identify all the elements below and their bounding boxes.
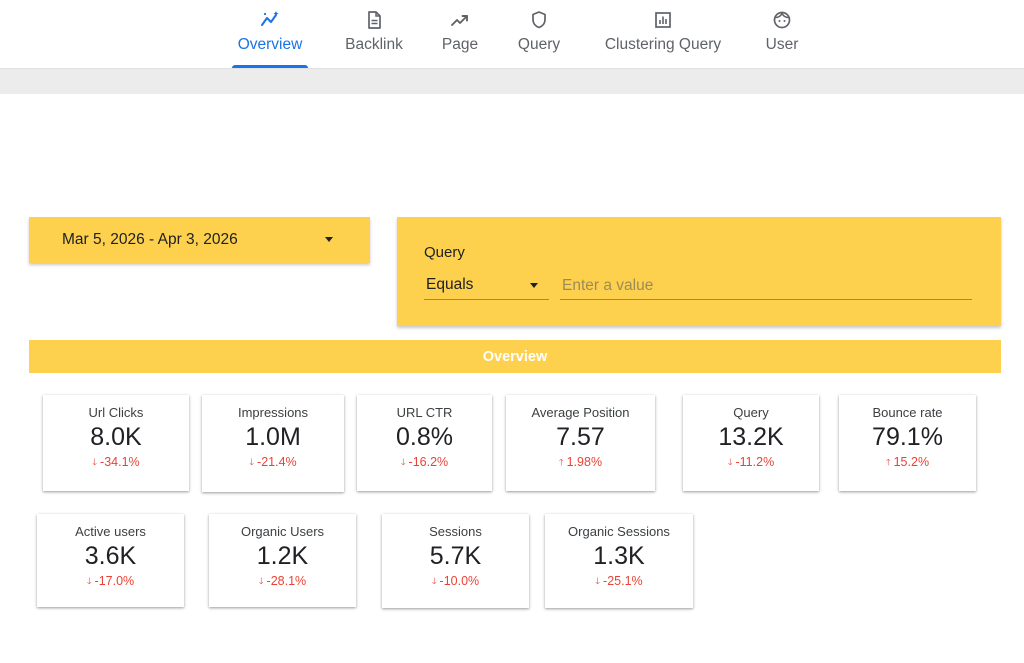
arrow-down-icon: 🡓: [92, 457, 98, 467]
top-nav: Overview Backlink Page Query Clustering …: [0, 0, 1024, 68]
shield-icon: [528, 9, 550, 31]
scorecard-label: Organic Sessions: [568, 524, 670, 539]
date-range-picker[interactable]: Mar 5, 2026 - Apr 3, 2026: [29, 217, 370, 263]
scorecard-organic-sessions: Organic Sessions 1.3K 🡓 -25.1%: [545, 514, 693, 608]
tab-label: Query: [517, 36, 561, 53]
scorecard-label: URL CTR: [396, 405, 453, 420]
scorecard-label: Organic Users: [240, 524, 325, 539]
scorecard-change: 🡓 -16.2%: [400, 455, 449, 469]
scorecard-organic-users: Organic Users 1.2K 🡓 -28.1%: [209, 514, 356, 607]
query-filter-control: Query Equals: [397, 217, 1001, 326]
scorecard-change: 🡓 -11.2%: [727, 455, 775, 469]
tab-label: Page: [441, 36, 479, 53]
chevron-down-icon[interactable]: [325, 237, 333, 242]
scorecard-value: 8.0K: [90, 423, 142, 451]
chevron-down-icon: [530, 283, 538, 288]
scorecard-value: 1.3K: [593, 542, 645, 570]
active-tab-indicator: [232, 65, 308, 68]
scorecard-value: 79.1%: [872, 423, 943, 451]
scorecard-bounce-rate: Bounce rate 79.1% 🡑 15.2%: [839, 395, 976, 491]
scorecard-query: Query 13.2K 🡓 -11.2%: [683, 395, 819, 491]
scorecard-change: 🡓 -34.1%: [92, 455, 140, 469]
tab-backlink[interactable]: Backlink: [340, 0, 408, 68]
scorecard-impressions: Impressions 1.0M 🡓 -21.4%: [202, 395, 344, 492]
scorecard-url-clicks: Url Clicks 8.0K 🡓 -34.1%: [43, 395, 189, 491]
scorecard-average-position: Average Position 7.57 🡑 1.98%: [506, 395, 655, 491]
tab-page[interactable]: Page: [438, 0, 482, 68]
scorecard-label: Average Position: [531, 405, 630, 420]
tab-label: User: [765, 36, 799, 53]
scorecard-label: Sessions: [429, 524, 482, 539]
section-title: Overview: [482, 348, 548, 365]
arrow-up-icon: 🡑: [885, 457, 891, 467]
scorecard-change: 🡓 -21.4%: [249, 455, 297, 469]
scorecard-value: 5.7K: [429, 542, 482, 570]
scorecard-value: 1.2K: [256, 542, 309, 570]
scorecard-change: 🡓 -28.1%: [258, 574, 307, 588]
scorecard-label: Impressions: [237, 405, 309, 420]
tab-clustering-query[interactable]: Clustering Query: [596, 0, 730, 68]
query-value-input[interactable]: [560, 273, 972, 300]
date-range-value: Mar 5, 2026 - Apr 3, 2026: [62, 231, 238, 248]
tab-label: Clustering Query: [604, 36, 722, 53]
scorecard-change: 🡑 1.98%: [558, 455, 603, 469]
scorecard-change: 🡓 -17.0%: [86, 574, 135, 588]
sparkline-icon: [259, 9, 281, 31]
arrow-down-icon: 🡓: [258, 576, 264, 586]
scorecard-sessions: Sessions 5.7K 🡓 -10.0%: [382, 514, 529, 608]
arrow-down-icon: 🡓: [431, 576, 437, 586]
scorecard-label: Active users: [75, 524, 146, 539]
trending-up-icon: [449, 9, 471, 31]
operator-select[interactable]: Equals: [424, 273, 549, 300]
arrow-down-icon: 🡓: [400, 457, 406, 467]
document-icon: [363, 9, 385, 31]
scorecard-change: 🡑 15.2%: [885, 455, 930, 469]
scorecard-active-users: Active users 3.6K 🡓 -17.0%: [37, 514, 184, 607]
operator-value: Equals: [426, 276, 474, 293]
tab-user[interactable]: User: [762, 0, 802, 68]
scorecard-value: 13.2K: [718, 423, 784, 451]
section-header: Overview: [29, 340, 1001, 373]
scorecard-change: 🡓 -25.1%: [595, 574, 643, 588]
tab-label: Backlink: [345, 36, 403, 53]
tab-query[interactable]: Query: [512, 0, 566, 68]
scorecard-value: 0.8%: [396, 423, 453, 451]
arrow-down-icon: 🡓: [727, 457, 733, 467]
scorecard-label: Url Clicks: [88, 405, 144, 420]
header-divider-band: [0, 68, 1024, 94]
bar-chart-box-icon: [652, 9, 674, 31]
scorecard-value: 1.0M: [245, 423, 301, 451]
tab-label: Overview: [237, 36, 303, 53]
scorecard-label: Query: [733, 405, 769, 420]
query-filter-title: Query: [424, 244, 465, 261]
scorecard-change: 🡓 -10.0%: [431, 574, 480, 588]
scorecard-url-ctr: URL CTR 0.8% 🡓 -16.2%: [357, 395, 492, 491]
scorecard-value: 7.57: [556, 423, 605, 451]
arrow-down-icon: 🡓: [595, 576, 601, 586]
arrow-up-icon: 🡑: [558, 457, 564, 467]
arrow-down-icon: 🡓: [86, 576, 92, 586]
scorecard-value: 3.6K: [84, 542, 137, 570]
face-icon: [771, 9, 793, 31]
tab-overview[interactable]: Overview: [232, 0, 308, 68]
arrow-down-icon: 🡓: [249, 457, 255, 467]
scorecard-label: Bounce rate: [872, 405, 943, 420]
